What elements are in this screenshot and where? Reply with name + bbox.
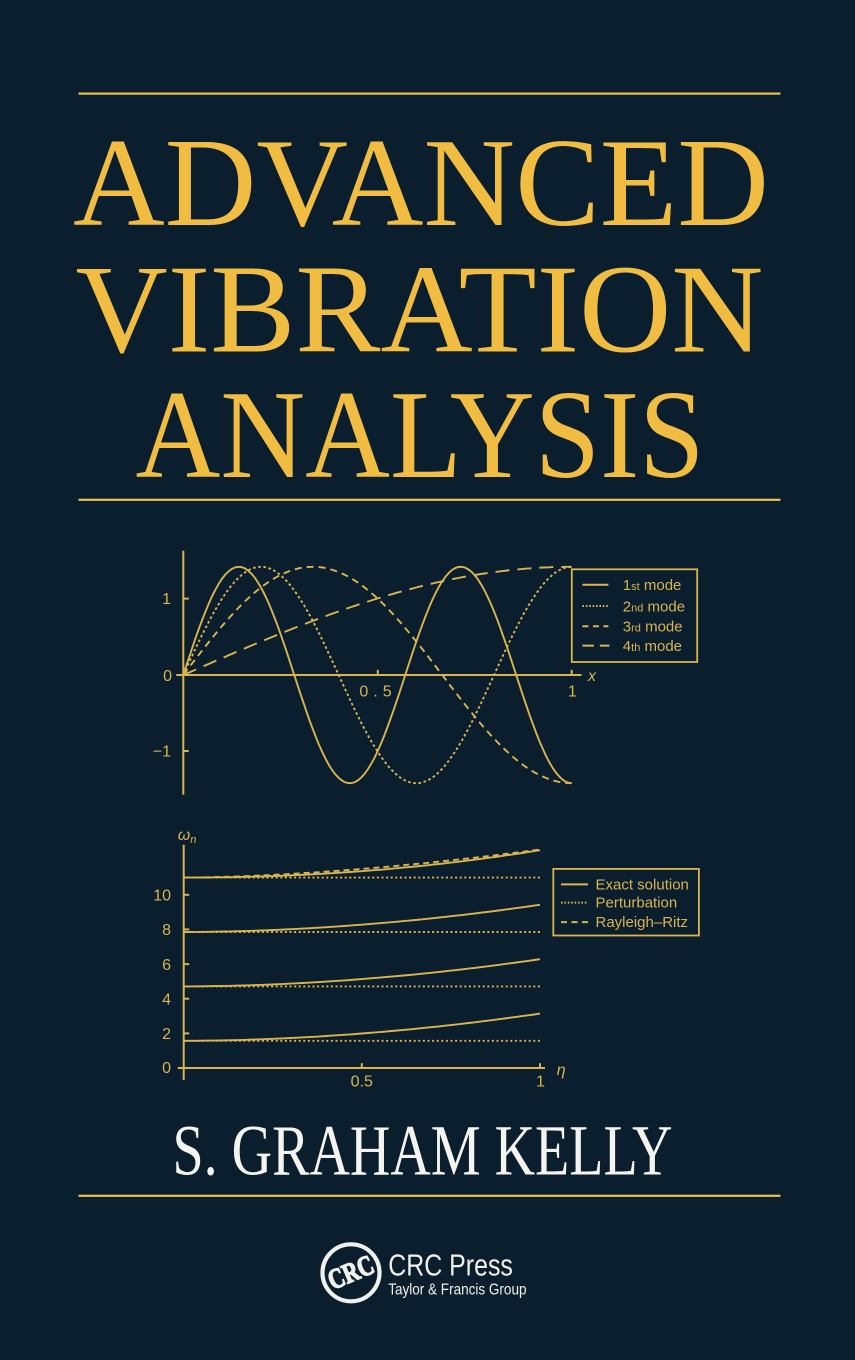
svg-text:0.5: 0.5 — [359, 683, 396, 700]
svg-text:6: 6 — [162, 957, 171, 974]
svg-text:ANALYSIS: ANALYSIS — [136, 366, 705, 505]
svg-text:CRC: CRC — [323, 1250, 378, 1297]
svg-text:2nd mode: 2nd mode — [623, 598, 685, 615]
svg-text:4: 4 — [162, 992, 171, 1009]
svg-text:Perturbation: Perturbation — [596, 895, 678, 912]
svg-text:η: η — [557, 1062, 566, 1079]
svg-text:0: 0 — [163, 668, 172, 685]
svg-text:x: x — [587, 668, 597, 685]
svg-text:4th mode: 4th mode — [623, 638, 682, 655]
svg-text:Taylor & Francis Group: Taylor & Francis Group — [388, 1282, 526, 1299]
svg-text:1: 1 — [536, 1074, 545, 1091]
svg-text:8: 8 — [162, 922, 171, 939]
svg-text:2: 2 — [162, 1026, 171, 1043]
svg-text:VIBRATION: VIBRATION — [76, 240, 764, 379]
svg-text:1st mode: 1st mode — [623, 577, 682, 594]
svg-text:S. GRAHAM KELLY: S. GRAHAM KELLY — [173, 1111, 673, 1191]
svg-text:ωn: ωn — [178, 827, 197, 846]
svg-text:−1: −1 — [153, 744, 171, 761]
svg-text:1: 1 — [568, 683, 577, 700]
svg-text:ADVANCED: ADVANCED — [73, 114, 769, 253]
svg-text:1: 1 — [162, 591, 171, 608]
svg-text:0: 0 — [162, 1060, 171, 1077]
svg-text:3rd mode: 3rd mode — [623, 619, 683, 636]
svg-text:Rayleigh–Ritz: Rayleigh–Ritz — [596, 914, 689, 931]
svg-text:CRC Press: CRC Press — [388, 1248, 513, 1283]
svg-text:Exact solution: Exact solution — [596, 876, 689, 893]
svg-text:10: 10 — [153, 888, 171, 905]
svg-text:0.5: 0.5 — [351, 1074, 373, 1091]
